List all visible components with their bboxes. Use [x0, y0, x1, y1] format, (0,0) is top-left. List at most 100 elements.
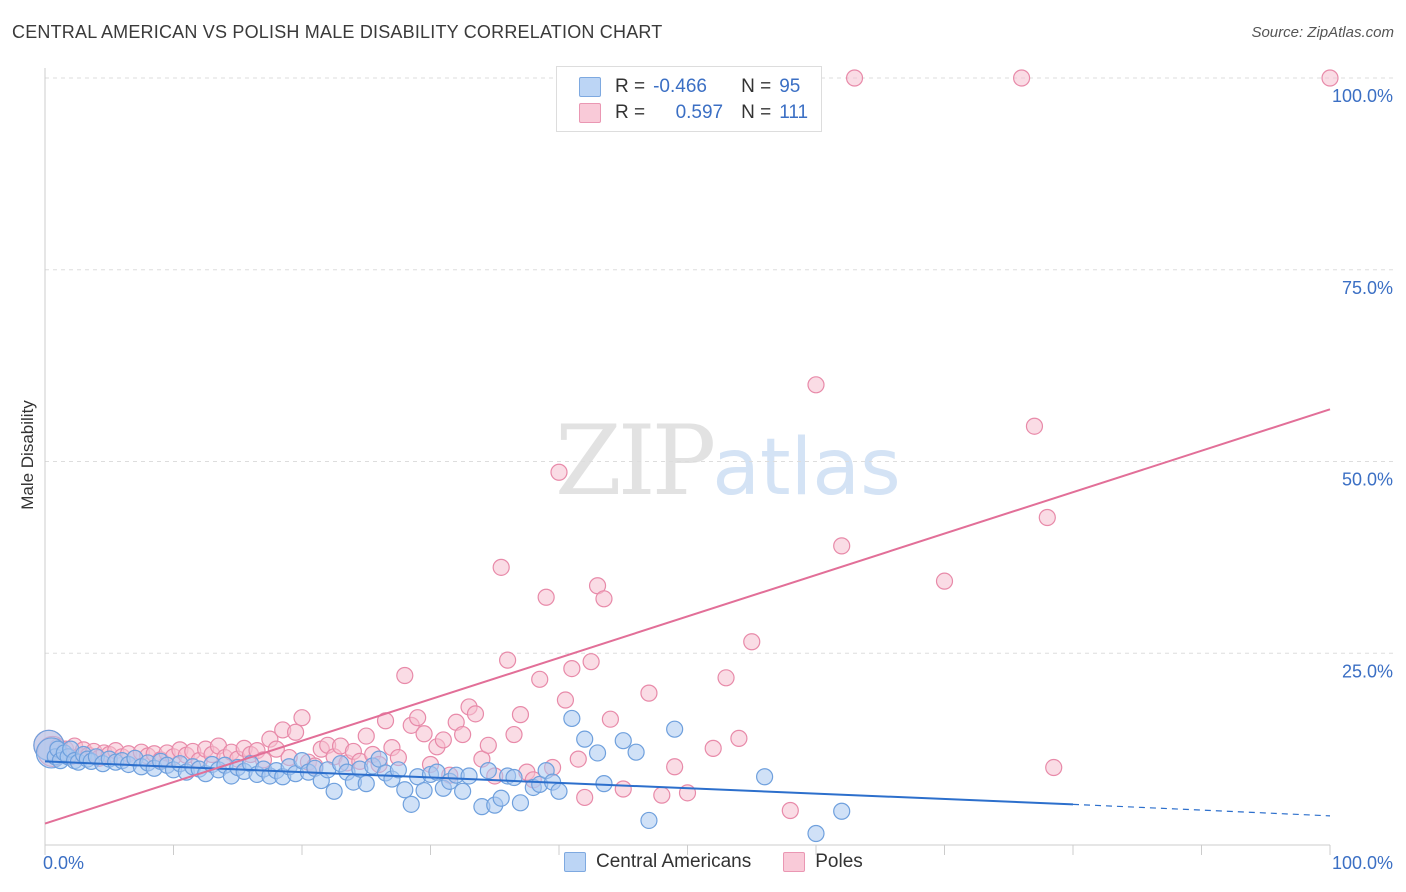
central-americans-point: [492, 789, 510, 807]
poles-point: [1025, 417, 1044, 435]
central-americans-trend-extension: [1072, 803, 1331, 817]
central-americans-point: [627, 743, 645, 761]
poles-point: [582, 653, 600, 671]
x-tick-label-max: 100.0%: [1332, 853, 1393, 873]
poles-point: [396, 666, 414, 685]
poles-point: [499, 651, 517, 669]
poles-point: [614, 780, 632, 798]
legend-r-label: R =: [615, 102, 646, 123]
legend-swatch-central-americans: [564, 852, 586, 872]
poles-point: [845, 69, 864, 87]
central-americans-point: [428, 763, 446, 781]
chart-title: CENTRAL AMERICAN VS POLISH MALE DISABILI…: [12, 22, 663, 42]
poles-point: [286, 723, 305, 741]
legend-label-poles: Poles: [815, 851, 863, 872]
trend-lines: [44, 408, 1331, 825]
central-americans-point: [640, 811, 658, 830]
legend-r-label: R =: [615, 76, 646, 97]
legend-n-label: N =: [741, 76, 772, 97]
y-tick-label: 100.0%: [1332, 86, 1393, 106]
y-tick-label: 25.0%: [1342, 661, 1393, 681]
y-tick-label: 50.0%: [1342, 470, 1393, 490]
x-tick-label-min: 0.0%: [43, 853, 84, 873]
poles-point: [935, 572, 954, 590]
central-americans-point: [588, 744, 607, 762]
poles-point: [563, 659, 581, 678]
poles-point: [807, 376, 825, 394]
poles-point: [454, 725, 472, 744]
grid-lines: [45, 77, 1395, 654]
poles-point: [781, 801, 799, 820]
poles-point: [730, 729, 748, 747]
watermark-atlas: atlas: [712, 423, 901, 513]
poles-point: [409, 709, 427, 727]
poles-point: [537, 588, 555, 606]
poles-point: [601, 710, 620, 728]
central-americans-point: [833, 802, 851, 820]
legend-r-value: 0.597: [675, 102, 724, 123]
poles-point: [717, 669, 735, 687]
poles-point: [415, 725, 433, 743]
central-americans-point: [576, 730, 594, 748]
legend-row-central-americans: R = -0.466 N = 95: [579, 75, 800, 99]
legend-swatch-poles: [783, 852, 806, 872]
poles-point: [653, 786, 671, 804]
poles-point: [1045, 758, 1063, 777]
poles-point: [492, 558, 510, 576]
poles-point: [1321, 69, 1339, 87]
poles-point: [666, 758, 684, 776]
poles-point: [550, 463, 568, 481]
poles-point: [640, 684, 658, 702]
central-americans-points: [33, 709, 851, 843]
poles-point: [511, 706, 530, 724]
poles-point: [479, 736, 497, 754]
poles-point: [743, 633, 761, 651]
poles-point: [569, 750, 587, 768]
poles-point: [1038, 508, 1056, 527]
central-americans-point: [755, 768, 774, 786]
central-americans-point: [357, 775, 375, 793]
correlation-legend: R = -0.466 N = 95 R = 0.597 N = 111: [556, 66, 822, 132]
central-americans-point: [563, 709, 581, 728]
central-americans-point: [479, 762, 497, 780]
poles-point: [293, 709, 311, 727]
poles-point: [466, 705, 485, 723]
poles-trend-line: [44, 408, 1331, 825]
source-label: Source: ZipAtlas.com: [1251, 24, 1394, 41]
central-americans-point: [460, 767, 478, 785]
tick-labels: 25.0% 50.0% 75.0% 100.0% 0.0% 100.0%: [43, 86, 1393, 873]
central-americans-point: [807, 824, 825, 843]
legend-swatch-blue: [579, 77, 601, 97]
poles-point: [556, 691, 575, 709]
central-americans-point: [396, 781, 414, 799]
poles-point: [531, 670, 549, 688]
central-americans-point: [415, 781, 433, 800]
poles-point: [357, 727, 375, 745]
central-americans-point: [614, 732, 632, 750]
legend-row-poles: R = 0.597 N = 111: [579, 101, 808, 125]
poles-point: [505, 725, 523, 744]
central-americans-point: [370, 750, 388, 768]
y-tick-label: 75.0%: [1342, 278, 1393, 298]
axes: [44, 68, 1331, 855]
poles-point: [1012, 69, 1031, 87]
poles-point: [576, 788, 594, 807]
series-legend: Central Americans Poles: [564, 851, 863, 873]
legend-n-value: 111: [779, 102, 809, 123]
y-axis-label: Male Disability: [18, 400, 37, 510]
central-americans-point: [402, 795, 420, 813]
central-americans-point: [505, 768, 523, 787]
central-americans-point: [325, 782, 343, 800]
poles-point: [704, 739, 722, 757]
legend-swatch-pink: [579, 103, 601, 123]
legend-label-central-americans: Central Americans: [596, 851, 752, 872]
central-americans-point: [550, 782, 568, 800]
poles-point: [833, 537, 851, 555]
poles-point: [434, 731, 452, 749]
legend-n-value: 95: [779, 76, 801, 97]
poles-point: [595, 590, 613, 608]
central-americans-point: [454, 782, 472, 800]
legend-n-label: N =: [741, 102, 772, 123]
central-americans-point: [666, 720, 684, 738]
